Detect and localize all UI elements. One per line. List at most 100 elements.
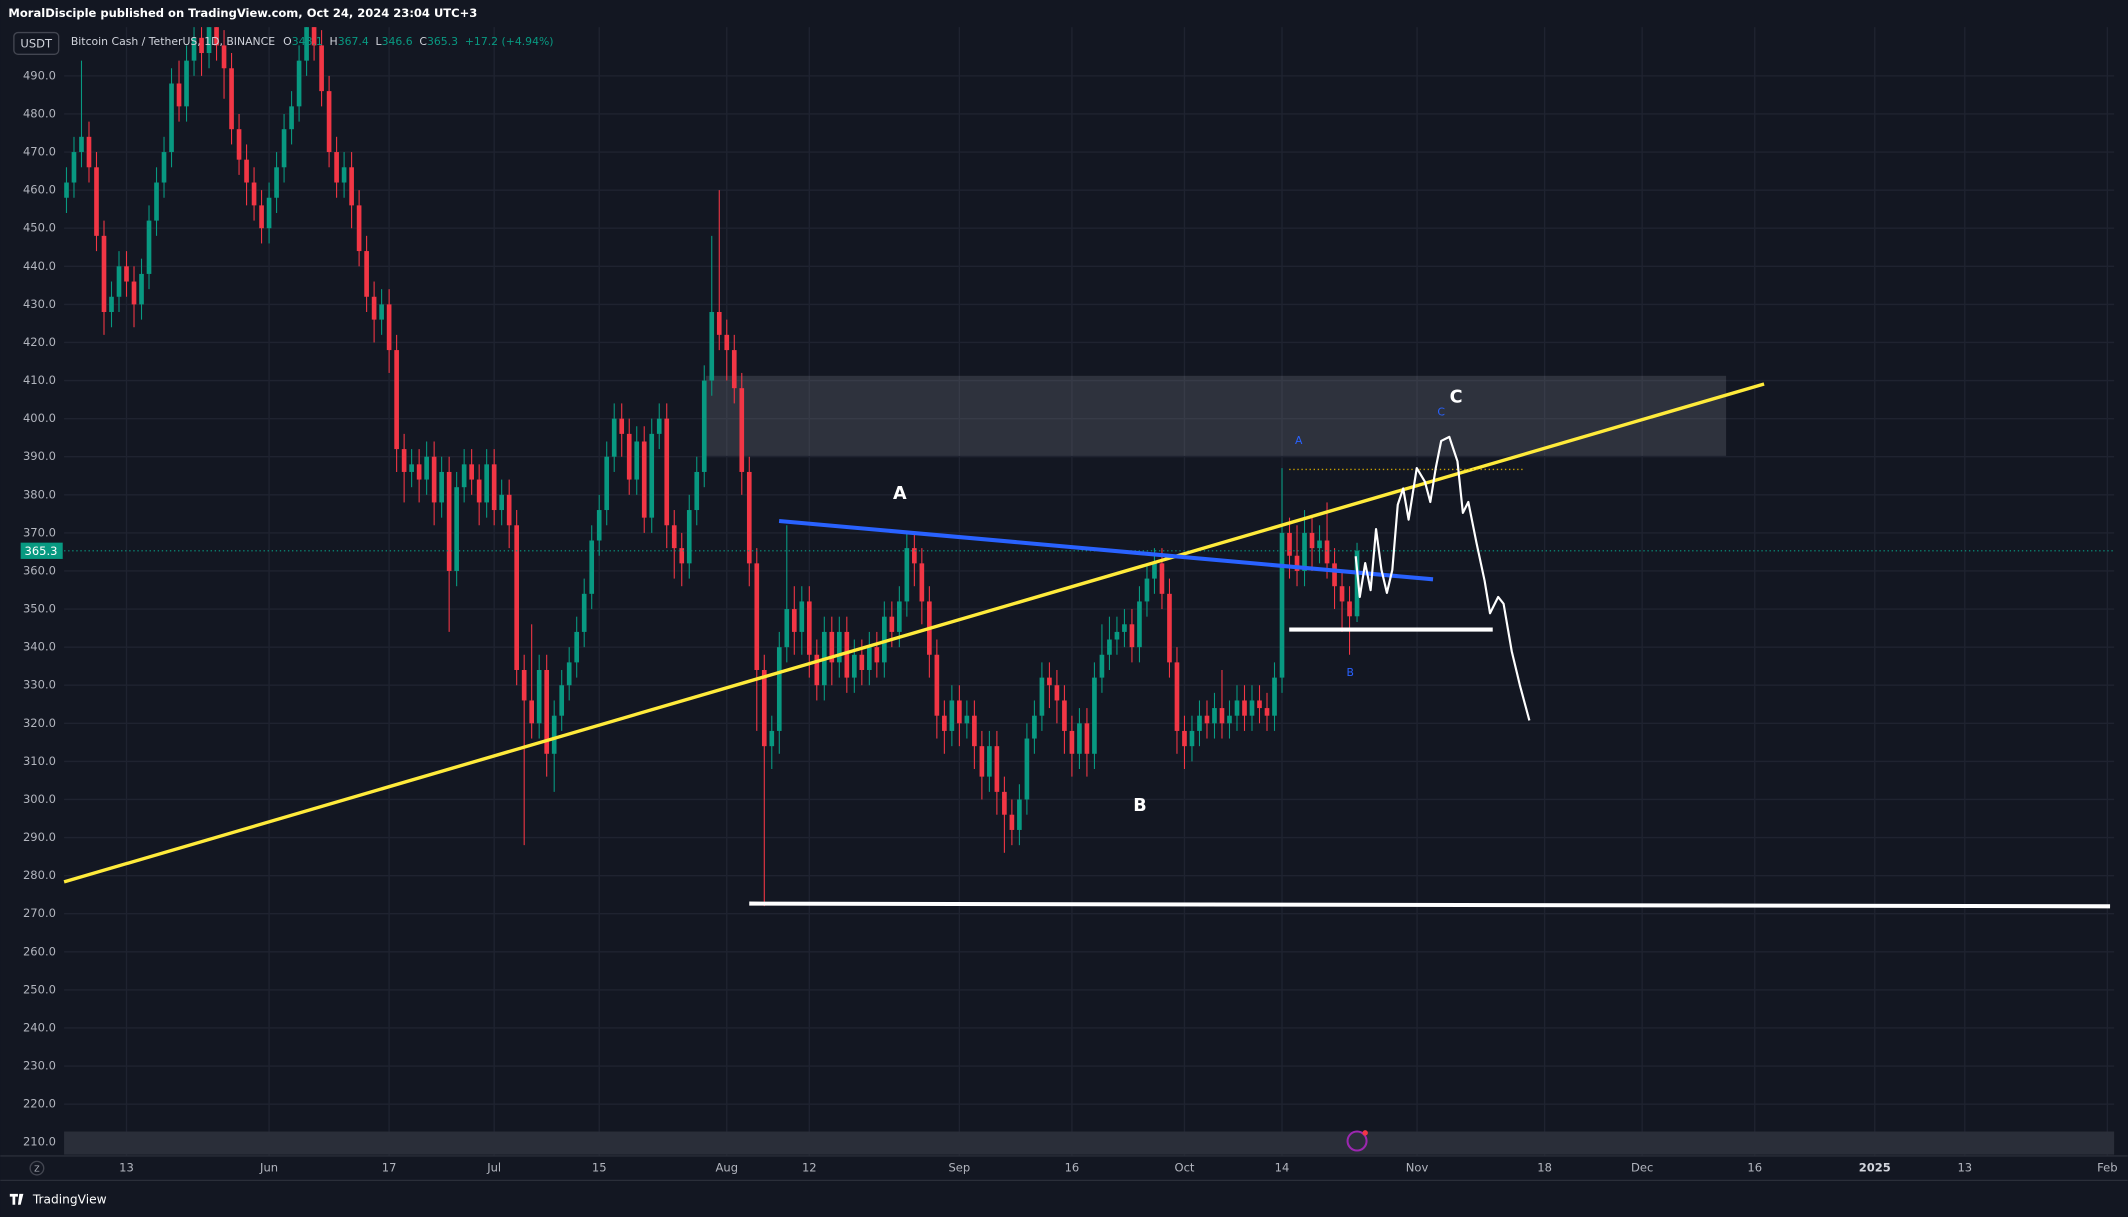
candle-body — [1212, 708, 1217, 724]
candle-body — [829, 631, 835, 663]
ohlc-value: 367.4 — [338, 35, 369, 48]
axes: 210.0 220.0 230.0 240.0 250.0 260.0 270.0 280.0… — [23, 68, 2118, 1174]
y-tick-label: 490.0 — [23, 68, 56, 82]
candle-body — [1227, 715, 1232, 724]
candle-body — [739, 388, 745, 472]
y-tick-label: 230.0 — [23, 1059, 56, 1073]
x-tick-label: Jun — [259, 1161, 278, 1175]
candle-body — [521, 669, 527, 701]
x-tick-label: 17 — [382, 1161, 397, 1175]
candle-body — [1159, 563, 1165, 594]
candle-body — [1084, 723, 1090, 754]
candle-body — [641, 441, 647, 518]
candle-body — [1062, 700, 1067, 731]
y-tick-label: 380.0 — [23, 487, 56, 501]
candle-body — [1339, 586, 1345, 602]
wave-label: B — [1133, 796, 1146, 816]
candle-body — [1249, 700, 1255, 716]
y-tick-label: 350.0 — [23, 602, 56, 616]
price-tag-bg — [20, 542, 63, 559]
ohlc-key: O — [283, 35, 292, 48]
x-tick-label: Oct — [1175, 1161, 1195, 1175]
ohlc-key: L — [376, 35, 382, 48]
y-tick-label: 410.0 — [23, 373, 56, 387]
y-tick-label: 340.0 — [23, 640, 56, 654]
legend: Bitcoin Cash / TetherUS, 1D, BINANCE O348… — [71, 35, 554, 48]
scroll-band[interactable] — [64, 1131, 2115, 1155]
candle-body — [1092, 677, 1097, 754]
candle-body — [536, 669, 542, 724]
candle-body — [341, 167, 347, 183]
candle-body — [912, 548, 917, 564]
candle-body — [1144, 578, 1150, 602]
candle-body — [867, 647, 872, 670]
candle-body — [979, 746, 985, 777]
zone-box — [705, 375, 1727, 456]
candle-body — [454, 487, 459, 571]
x-tick-label: Dec — [1631, 1161, 1653, 1175]
candle-body — [897, 601, 902, 632]
y-tick-label: 450.0 — [23, 221, 56, 235]
event-icon[interactable] — [1346, 1130, 1368, 1152]
y-tick-label: 480.0 — [23, 106, 56, 120]
candle-body — [424, 456, 429, 480]
x-tick-label: Sep — [949, 1161, 971, 1175]
candle-body — [1272, 677, 1277, 716]
candle-body — [71, 152, 77, 183]
x-tick-label: 14 — [1275, 1161, 1290, 1175]
candle-body — [394, 350, 399, 450]
candle-body — [1197, 715, 1202, 731]
candle-body — [139, 273, 144, 305]
y-tick-label: 360.0 — [23, 563, 56, 577]
candle-body — [311, 27, 317, 46]
candle-body — [964, 715, 970, 724]
candle-body — [176, 83, 182, 107]
candle-body — [64, 182, 69, 198]
brand-logo — [9, 1193, 24, 1205]
zoom-button[interactable] — [29, 1160, 45, 1176]
candle-body — [169, 83, 174, 153]
y-tick-label: 400.0 — [23, 411, 56, 425]
currency-box[interactable] — [13, 31, 60, 55]
candle-body — [364, 251, 369, 297]
candle-body — [1242, 700, 1247, 716]
candle-body — [1264, 708, 1270, 716]
x-tick-label: Feb — [2097, 1161, 2117, 1175]
candle-body — [334, 152, 339, 183]
candle-body — [131, 281, 137, 305]
candle-body — [551, 715, 557, 754]
y-tick-label: 370.0 — [23, 525, 56, 539]
candle-body — [221, 45, 227, 69]
y-tick-label: 330.0 — [23, 678, 56, 692]
y-tick-label: 460.0 — [23, 183, 56, 197]
candle-body — [904, 548, 910, 602]
candle-body — [1054, 685, 1060, 701]
candle-body — [1137, 601, 1142, 648]
candle-body — [1182, 730, 1187, 747]
candle-body — [776, 647, 782, 731]
y-tick-label: 320.0 — [23, 716, 56, 730]
ohlc-key: C — [419, 35, 427, 48]
candle-body — [649, 433, 655, 518]
x-tick-label: 16 — [1065, 1161, 1080, 1175]
candle-body — [919, 563, 925, 602]
candle-body — [709, 312, 715, 381]
y-tick-label: 310.0 — [23, 754, 56, 768]
candle-body — [1107, 639, 1112, 655]
candle-body — [101, 235, 107, 313]
candle-body — [1077, 723, 1082, 754]
candles — [64, 27, 1360, 907]
candle-body — [589, 540, 595, 594]
projection-path — [1354, 435, 1531, 721]
candle-body — [972, 715, 977, 747]
candle-body — [559, 685, 565, 716]
candle-body — [289, 106, 294, 130]
x-tick-label: Jul — [486, 1161, 501, 1175]
ohlc-key: H — [330, 35, 338, 48]
candle-body — [889, 616, 895, 632]
candle-body — [1039, 677, 1045, 716]
y-tick-label: 300.0 — [23, 792, 56, 806]
candle-body — [416, 464, 422, 480]
price-tag: 365.3 — [25, 544, 58, 558]
